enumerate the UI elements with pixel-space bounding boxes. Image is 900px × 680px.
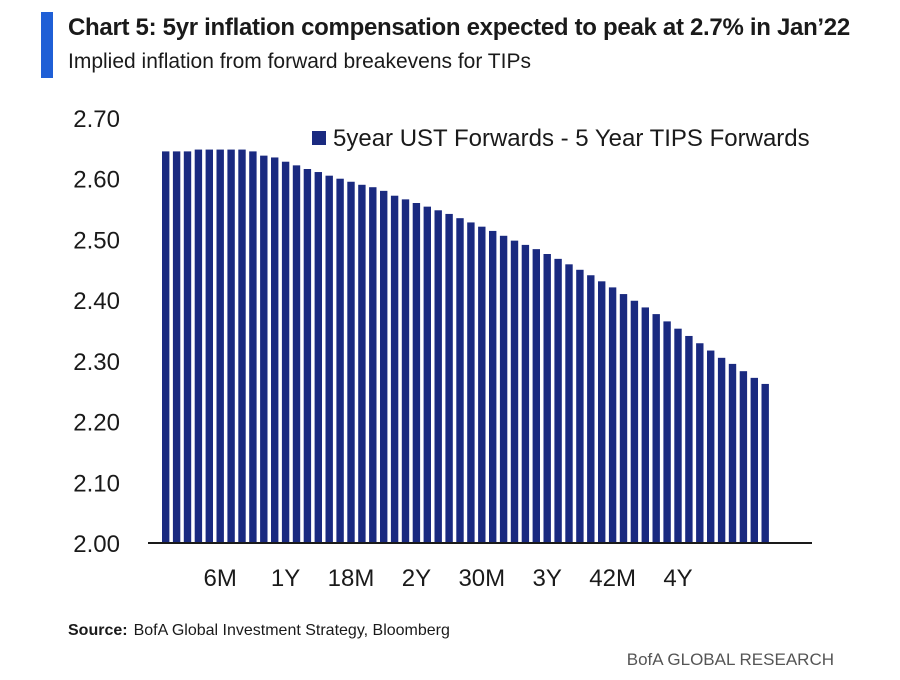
bar [554, 258, 562, 543]
bar [205, 149, 213, 543]
bar [499, 235, 508, 544]
bar [663, 321, 671, 543]
y-tick-label: 2.40 [73, 288, 120, 315]
bar [249, 151, 257, 543]
bar [641, 307, 649, 543]
x-axis: 6M 1Y 18M 2Y 30M 3Y 42M 4Y [204, 565, 693, 592]
bar [412, 203, 421, 543]
x-tick-label: 42M [589, 565, 636, 592]
bar [390, 195, 399, 543]
bar [238, 149, 246, 543]
bar [630, 300, 639, 543]
chart-title: Chart 5: 5yr inflation compensation expe… [68, 14, 850, 41]
bar [271, 157, 279, 543]
x-tick-label: 6M [204, 565, 237, 592]
bar [728, 363, 737, 543]
bar [303, 169, 312, 543]
bar [652, 314, 660, 543]
bar [369, 187, 377, 543]
x-tick-label: 4Y [663, 565, 692, 592]
bar [445, 213, 453, 543]
bar [576, 269, 584, 543]
bar [717, 357, 726, 543]
bar [281, 161, 290, 543]
bar [162, 151, 170, 543]
bar-series [162, 149, 769, 544]
bar [260, 155, 268, 543]
bar [761, 383, 769, 543]
bar [401, 199, 410, 544]
bar [707, 350, 715, 543]
bar [750, 377, 758, 543]
y-tick-label: 2.20 [73, 410, 120, 437]
legend-label: 5year UST Forwards - 5 Year TIPS Forward… [333, 125, 810, 152]
bar [696, 343, 704, 543]
bar [608, 287, 617, 543]
bar [619, 294, 628, 543]
source-note: Source: BofA Global Investment Strategy, … [68, 622, 450, 640]
bar [347, 181, 355, 543]
bar-chart: 2.00 2.10 2.20 2.30 2.40 2.50 2.60 2.70 6M 1Y 18M… [73, 106, 812, 592]
legend-swatch [312, 131, 326, 145]
bar [489, 230, 497, 543]
bar [521, 244, 530, 543]
bar [325, 175, 333, 543]
source-label: Source: [68, 622, 128, 639]
bar [172, 151, 181, 543]
y-tick-label: 2.10 [73, 470, 120, 497]
bar [598, 281, 606, 543]
x-tick-label: 1Y [271, 565, 300, 592]
bar [434, 210, 442, 544]
bar [467, 222, 475, 543]
y-tick-label: 2.30 [73, 349, 120, 376]
y-tick-label: 2.00 [73, 531, 120, 558]
bar [565, 264, 573, 543]
bar [314, 172, 322, 544]
y-tick-label: 2.50 [73, 227, 120, 254]
bar [587, 275, 595, 543]
title-accent-bar [41, 12, 53, 78]
bar [423, 206, 431, 543]
bar [292, 165, 301, 544]
bar [685, 335, 693, 543]
chart-subtitle: Implied inflation from forward breakeven… [68, 50, 531, 73]
bar [227, 149, 235, 543]
y-tick-label: 2.70 [73, 106, 120, 133]
source-text: BofA Global Investment Strategy, Bloombe… [133, 622, 450, 639]
x-tick-label: 2Y [402, 565, 431, 592]
bar [336, 178, 344, 543]
bar [674, 328, 682, 543]
bar [216, 149, 224, 543]
bar [380, 190, 388, 544]
brand-mark: BofA GLOBAL RESEARCH [626, 650, 834, 669]
bar [739, 371, 748, 543]
bar [478, 226, 486, 543]
bar [510, 240, 519, 543]
bar [543, 254, 551, 543]
x-tick-label: 18M [328, 565, 375, 592]
bar [456, 218, 464, 543]
y-tick-label: 2.60 [73, 167, 120, 194]
bar [532, 249, 540, 543]
legend: 5year UST Forwards - 5 Year TIPS Forward… [312, 125, 810, 152]
x-tick-label: 30M [458, 565, 505, 592]
bar [183, 151, 192, 543]
x-tick-label: 3Y [533, 565, 562, 592]
y-axis: 2.00 2.10 2.20 2.30 2.40 2.50 2.60 2.70 [73, 106, 120, 558]
bar [194, 149, 203, 543]
bar [358, 184, 366, 544]
